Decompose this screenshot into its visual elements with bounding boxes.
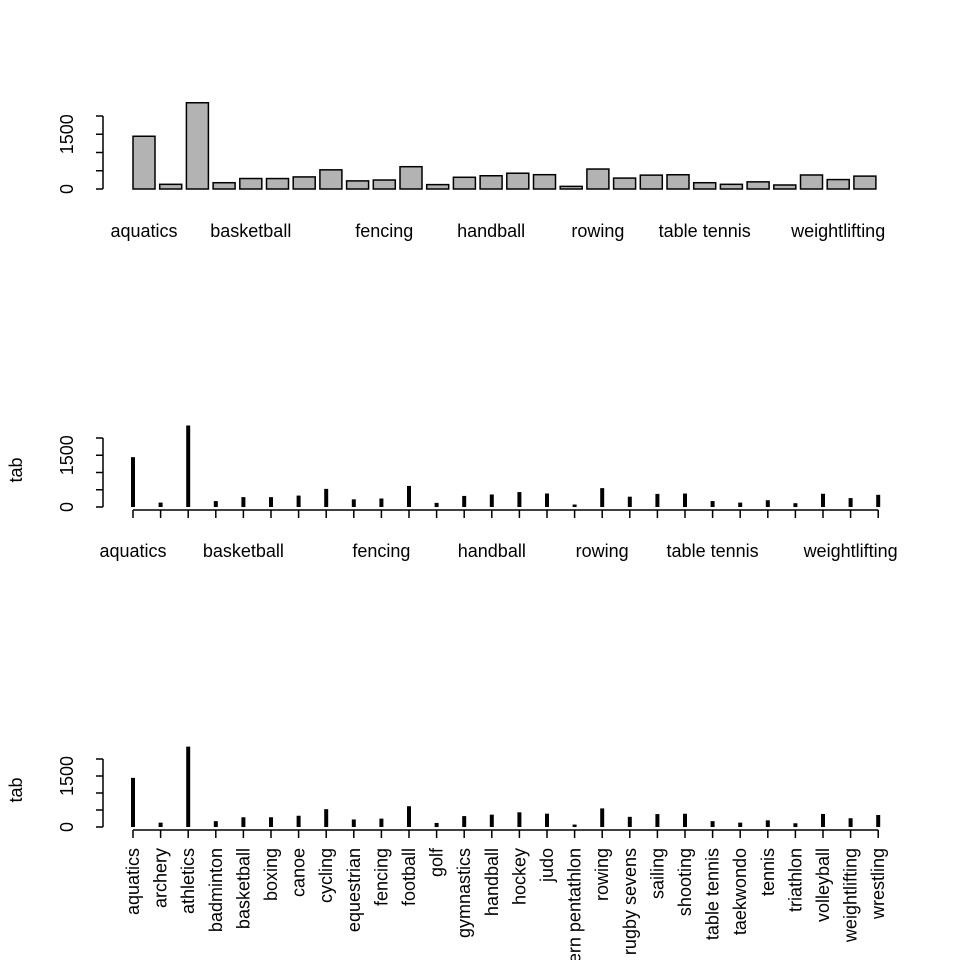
bar-golf bbox=[425, 183, 450, 190]
y-tick-label: 0 bbox=[57, 822, 77, 832]
bar-badminton bbox=[212, 181, 236, 190]
y-tick-label: 1500 bbox=[57, 114, 77, 154]
bar-shooting bbox=[666, 174, 690, 190]
x-tick-label: judo bbox=[537, 848, 557, 883]
x-tick-label: hockey bbox=[509, 848, 529, 905]
x-tick-label: aquatics bbox=[110, 221, 177, 241]
x-tick-label: handball bbox=[457, 221, 525, 241]
x-tick-label: gymnastics bbox=[454, 848, 474, 938]
y-tick-label: 0 bbox=[57, 184, 77, 194]
x-tick-label: rowing bbox=[592, 848, 612, 901]
x-tick-label: taekwondo bbox=[730, 848, 750, 935]
bar-weightlifting bbox=[826, 178, 850, 190]
bar-canoe bbox=[292, 176, 316, 190]
bar-football bbox=[399, 165, 423, 190]
x-tick-label: fencing bbox=[355, 221, 413, 241]
bar-tennis bbox=[746, 181, 770, 190]
x-tick-label: rowing bbox=[571, 221, 624, 241]
x-tick-label: weightlifting bbox=[841, 848, 861, 943]
x-tick-label: triathlon bbox=[785, 848, 805, 912]
x-tick-label: modern pentathlon bbox=[565, 848, 585, 960]
bar-triathlon bbox=[773, 184, 797, 190]
bar-athletics bbox=[185, 102, 210, 190]
bar-handball bbox=[479, 175, 503, 190]
bar-boxing bbox=[265, 177, 290, 190]
bar-rowing bbox=[586, 168, 610, 190]
bar-volleyball bbox=[799, 174, 824, 190]
bar-taekwondo bbox=[719, 183, 744, 190]
bar-sailing bbox=[639, 174, 664, 190]
bar-wrestling bbox=[853, 175, 877, 190]
x-tick-label: aquatics bbox=[123, 848, 143, 915]
y-axis-label: tab bbox=[6, 777, 26, 802]
x-tick-label: badminton bbox=[206, 848, 226, 932]
x-tick-label: equestrian bbox=[344, 848, 364, 932]
bar-table-tennis bbox=[692, 181, 717, 190]
y-tick-label: 1500 bbox=[57, 435, 77, 475]
x-tick-label: volleyball bbox=[813, 848, 833, 922]
x-tick-label: football bbox=[399, 848, 419, 906]
y-tick-label: 0 bbox=[57, 502, 77, 512]
x-tick-label: basketball bbox=[203, 541, 284, 561]
x-tick-label: athletics bbox=[178, 848, 198, 914]
x-tick-label: tennis bbox=[758, 848, 778, 896]
bar-hockey bbox=[506, 172, 530, 190]
x-tick-label: canoe bbox=[289, 848, 309, 897]
x-tick-label: shooting bbox=[675, 848, 695, 916]
bar-aquatics bbox=[132, 135, 156, 190]
x-tick-label: fencing bbox=[352, 541, 410, 561]
x-tick-label: fencing bbox=[371, 848, 391, 906]
bar-gymnastics bbox=[452, 176, 477, 190]
y-tick-label: 1500 bbox=[57, 756, 77, 796]
x-tick-label: rowing bbox=[576, 541, 629, 561]
x-tick-label: table tennis bbox=[667, 541, 759, 561]
bar-rugby-sevens bbox=[612, 177, 637, 190]
x-tick-label: handball bbox=[458, 541, 526, 561]
x-tick-label: weightlifting bbox=[803, 541, 898, 561]
bar-equestrian bbox=[345, 180, 370, 190]
bar-cycling bbox=[319, 169, 343, 190]
bar-archery bbox=[158, 183, 183, 190]
x-tick-label: golf bbox=[427, 847, 447, 877]
x-tick-label: aquatics bbox=[99, 541, 166, 561]
x-tick-label: cycling bbox=[316, 848, 336, 903]
x-tick-label: basketball bbox=[233, 848, 253, 929]
bar-basketball bbox=[239, 177, 263, 190]
x-tick-label: sailing bbox=[647, 848, 667, 899]
x-tick-label: weightlifting bbox=[790, 221, 885, 241]
x-tick-label: handball bbox=[482, 848, 502, 916]
bar-fencing bbox=[372, 179, 397, 190]
x-tick-label: table tennis bbox=[703, 848, 723, 940]
bar-judo bbox=[532, 173, 557, 190]
x-tick-label: rugby sevens bbox=[620, 848, 640, 955]
x-tick-label: wrestling bbox=[868, 848, 888, 920]
x-tick-label: archery bbox=[151, 848, 171, 908]
x-tick-label: table tennis bbox=[659, 221, 751, 241]
x-tick-label: basketball bbox=[210, 221, 291, 241]
y-axis-label: tab bbox=[6, 457, 26, 482]
x-tick-label: boxing bbox=[261, 848, 281, 901]
bar-modern-pentathlon bbox=[559, 185, 583, 190]
